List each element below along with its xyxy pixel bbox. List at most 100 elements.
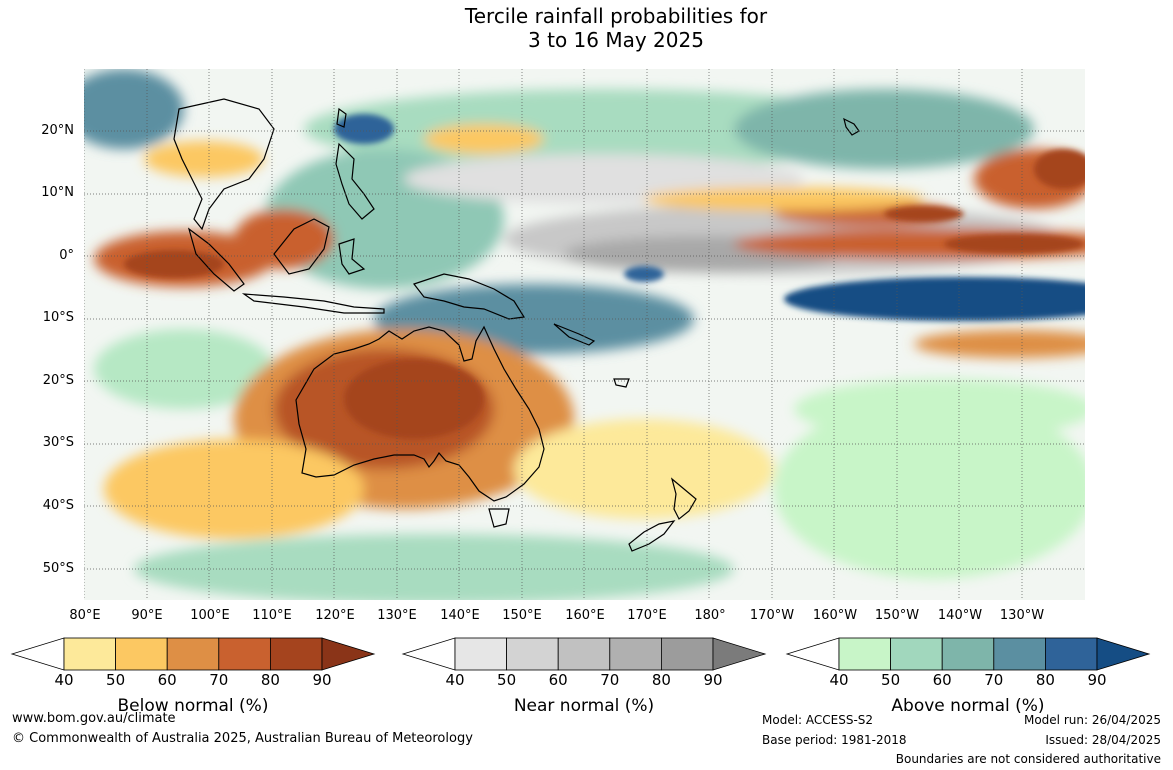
lon-label: 140°W: [937, 608, 983, 623]
colorbar-near-normal: [401, 637, 767, 671]
coastlines: [173, 98, 860, 552]
lon-label: 150°E: [502, 608, 542, 623]
below-normal-tick: 70: [209, 671, 229, 689]
map-title: Tercile rainfall probabilities for 3 to …: [0, 4, 1173, 52]
boundaries-disclaimer: Boundaries are not considered authoritat…: [895, 752, 1161, 766]
hawaii-outline: [843, 117, 860, 136]
above-normal-bin-70: [993, 637, 1046, 671]
below-normal-tick: 80: [260, 671, 280, 689]
near-normal-bin-80: [661, 637, 714, 671]
lon-label: 130°E: [377, 608, 417, 623]
lon-label: 170°E: [627, 608, 667, 623]
below-normal-bin-high: [321, 637, 376, 671]
lat-label: 20°N: [41, 123, 74, 138]
colorbar-below-normal: [10, 637, 376, 671]
taiwan-outline: [336, 107, 347, 128]
lat-label: 10°S: [42, 310, 74, 325]
lat-label: 10°N: [41, 185, 74, 200]
map-title-line1: Tercile rainfall probabilities for: [464, 4, 768, 28]
colorbar-above-normal: [785, 637, 1151, 671]
new-guinea-outline: [413, 273, 526, 320]
below-normal-tick: 60: [157, 671, 177, 689]
near-normal-bin-60: [557, 637, 611, 671]
near-normal-bin-40: [454, 637, 507, 671]
above-normal-tick: 80: [1035, 671, 1055, 689]
sumatra-outline: [187, 227, 245, 292]
below-normal-tick: 90: [312, 671, 332, 689]
australia-outline: [295, 325, 545, 502]
near-normal-tick: 80: [651, 671, 671, 689]
near-normal-tick: 50: [497, 671, 517, 689]
below-normal-bin-low: [10, 637, 65, 671]
above-normal-bin-40: [838, 637, 891, 671]
lon-label: 80°E: [69, 608, 101, 623]
lat-label: 40°S: [42, 498, 74, 513]
tasmania-outline: [488, 508, 510, 528]
near-normal-tick: 60: [548, 671, 568, 689]
below-normal-bin-70: [218, 637, 271, 671]
colorbars: [10, 637, 1151, 671]
lon-label: 130°W: [999, 608, 1045, 623]
below-normal-bin-80: [269, 637, 323, 671]
near-normal-bin-low: [401, 637, 456, 671]
lon-label: 90°E: [131, 608, 163, 623]
above-normal-bin-50: [890, 637, 943, 671]
above-normal-bin-60: [941, 637, 995, 671]
lon-label: 110°E: [252, 608, 292, 623]
near-normal-bin-70: [609, 637, 662, 671]
lon-label: 140°E: [440, 608, 480, 623]
below-normal-bin-40: [63, 637, 116, 671]
sulawesi-outline: [338, 238, 366, 275]
probability-core: [124, 114, 1085, 439]
legend-below-normal-label: Below normal (%): [117, 696, 269, 716]
rainfall-probability-map: [84, 69, 1085, 600]
borneo-outline: [273, 218, 330, 275]
lat-label: 50°S: [42, 561, 74, 576]
below-normal-tick: 50: [106, 671, 126, 689]
lat-label: 20°S: [42, 373, 74, 388]
website-link[interactable]: www.bom.gov.au/climate: [12, 711, 176, 726]
indochina-outline: [173, 98, 275, 231]
near-normal-tick: 70: [600, 671, 620, 689]
model-run-date: Model run: 26/04/2025: [1023, 713, 1161, 727]
lon-label: 170°W: [749, 608, 795, 623]
above-normal-tick: 40: [829, 671, 849, 689]
below-normal-bin-60: [166, 637, 220, 671]
legend-near-normal-label: Near normal (%): [513, 696, 655, 716]
model-name: Model: ACCESS-S2: [762, 713, 874, 727]
above-normal-bin-high: [1096, 637, 1151, 671]
lon-label: 180°: [694, 608, 726, 623]
legend-above-normal-label: Above normal (%): [891, 696, 1045, 716]
lat-label: 30°S: [42, 435, 74, 450]
near-normal-bin-high: [712, 637, 767, 671]
above-normal-bin-low: [785, 637, 840, 671]
new-zealand-north-outline: [670, 477, 697, 520]
below-normal-bin-50: [115, 637, 168, 671]
lon-label: 100°E: [190, 608, 230, 623]
new-zealand-south-outline: [628, 520, 676, 552]
above-normal-tick: 70: [984, 671, 1004, 689]
lon-label: 150°W: [874, 608, 920, 623]
fiji-outline: [613, 378, 630, 388]
philippines-outline: [335, 142, 375, 220]
above-normal-tick: 90: [1087, 671, 1107, 689]
java-outline: [241, 293, 385, 314]
graticule: [84, 69, 1085, 600]
lon-label: 120°E: [315, 608, 355, 623]
above-normal-bin-80: [1045, 637, 1098, 671]
copyright-text: © Commonwealth of Australia 2025, Austra…: [12, 731, 473, 746]
near-normal-tick: 90: [703, 671, 723, 689]
above-normal-tick: 50: [881, 671, 901, 689]
below-normal-tick: 40: [54, 671, 74, 689]
solomon-islands-outline: [553, 323, 596, 346]
lon-label: 160°W: [812, 608, 858, 623]
near-normal-bin-50: [506, 637, 559, 671]
near-normal-tick: 40: [445, 671, 465, 689]
map-title-line2: 3 to 16 May 2025: [528, 28, 704, 52]
lon-label: 160°E: [565, 608, 605, 623]
lat-label: 0°: [59, 248, 74, 263]
above-normal-tick: 60: [932, 671, 952, 689]
base-period: Base period: 1981-2018: [762, 733, 907, 747]
map-canvas: [84, 69, 1085, 600]
issued-date: Issued: 28/04/2025: [1045, 733, 1161, 747]
